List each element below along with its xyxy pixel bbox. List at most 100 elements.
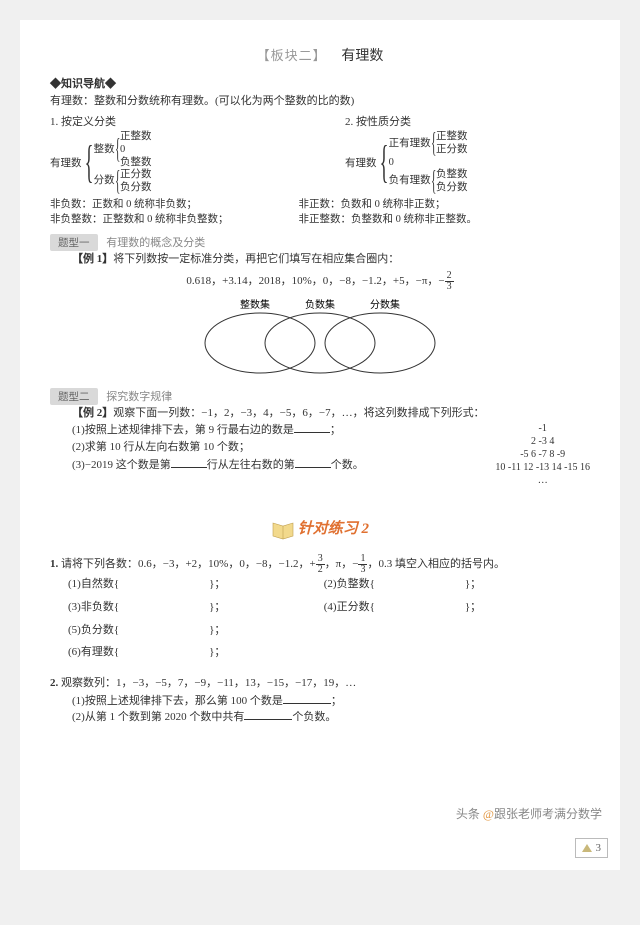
q1-text-b: ，π，− (325, 558, 359, 570)
c1-note1: 非负数：正数和 0 统称非负数； (50, 198, 229, 213)
question-2: 2. 观察数列：1，−3，−5，7，−9，−11，13，−15，−17，19，…… (50, 674, 590, 726)
c2-b3a: 负整数 (436, 169, 468, 182)
ex2-lines: (1)按照上述规律排下去，第 9 行最右边的数是； (2)求第 10 行从左向右… (72, 422, 481, 475)
title-main: 有理数 (341, 49, 383, 64)
type2-title: 探究数字规律 (106, 391, 172, 403)
brace-icon: { (115, 171, 120, 193)
ex2-l2: (2)求第 10 行从左向右数第 10 个数； (72, 439, 481, 457)
ex1-text: 将下列数按一定标准分类，再把它们填写在相应集合圈内： (113, 253, 399, 265)
close-brace: }； (209, 624, 225, 636)
c1-b2: 分数 (94, 175, 115, 188)
q2-text: 观察数列：1，−3，−5，7，−9，−11，13，−15，−17，19，… (61, 677, 356, 689)
wm-at: @ (483, 807, 494, 821)
sequence-triangle: -1 2 -3 4 -5 6 -7 8 -9 10 -11 12 -13 14 … (495, 422, 590, 487)
ex2-label: 【例 2】 (72, 407, 113, 419)
close-brace: }； (209, 578, 225, 590)
q1-text-a: 请将下列各数：0.6，−3，+2，10%，0，−8，−1.2，+ (61, 558, 316, 570)
q2-l1b: ； (331, 695, 342, 707)
triangle-icon (582, 844, 592, 852)
c2-b3b: 负分数 (436, 182, 468, 195)
c2-b1a: 正整数 (436, 131, 468, 144)
venn-label-a: 整数集 (240, 298, 270, 311)
page-number-box: 3 (575, 838, 609, 858)
seq-r1: -1 (495, 422, 590, 435)
q1-text-c: ，0.3 填空入相应的括号内。 (367, 558, 505, 570)
c2-b1b: 正分数 (436, 144, 468, 157)
col1-tree: 有理数 { 整数 { 正整数 0 负整数 分数 { (50, 131, 295, 194)
c2-note2: 非正整数：负整数和 0 统称非正整数。 (299, 213, 478, 228)
c2-b2: 0 (389, 157, 468, 170)
c1-b2a: 正分数 (120, 169, 152, 182)
blank[interactable] (294, 422, 330, 433)
type2-tag: 题型二 (50, 388, 98, 405)
brace-icon: { (431, 133, 436, 155)
watermark: 头条 @跟张老师考满分数学 (456, 805, 602, 822)
brace-icon: { (431, 171, 436, 193)
type2-section: 题型二 探究数字规律 【例 2】观察下面一列数：−1，2，−3，4，−5，6，−… (50, 388, 590, 487)
col1-title: 1. 按定义分类 (50, 113, 295, 129)
ex1-nums-a: 0.618，+3.14，2018，10%，0，−8，−1.2，+5，−π，− (186, 275, 444, 287)
classify-col-1: 1. 按定义分类 有理数 { 整数 { 正整数 0 负整数 分 (50, 113, 295, 194)
nav-heading: ◆知识导航◆ (50, 75, 590, 91)
seq-r5: … (495, 474, 590, 487)
close-brace: }； (209, 601, 225, 613)
close-brace: }； (209, 646, 225, 658)
ex1-numbers: 0.618，+3.14，2018，10%，0，−8，−1.2，+5，−π，−23 (50, 271, 590, 292)
blank[interactable] (244, 709, 292, 720)
ex2-l3a: (3)−2019 这个数是第 (72, 459, 171, 471)
col2-title: 2. 按性质分类 (345, 113, 590, 129)
q2-l1a: (1)按照上述规律排下去，那么第 100 个数是 (72, 695, 283, 707)
page: 【板块二】 有理数 ◆知识导航◆ 有理数：整数和分数统称有理数。(可以化为两个整… (20, 20, 620, 870)
question-1: 1. 请将下列各数：0.6，−3，+2，10%，0，−8，−1.2，+32，π，… (50, 554, 590, 666)
frac-3-2: 32 (316, 554, 325, 575)
q1-o6: (6)有理数{ (68, 646, 119, 658)
practice-banner: 针对练习 2 (50, 517, 590, 540)
q2-l2a: (2)从第 1 个数到第 2020 个数中共有 (72, 711, 244, 723)
brace-icon: { (115, 139, 120, 161)
q2-l2b: 个负数。 (292, 711, 336, 723)
wm-name: 跟张老师考满分数学 (494, 807, 602, 821)
c1-b1: 整数 (94, 144, 115, 157)
ex2-text: 观察下面一列数：−1，2，−3，4，−5，6，−7，…，将这列数排成下列形式： (113, 407, 484, 419)
col2-tree: 有理数 { 正有理数 { 正整数 正分数 0 负有理数 { (345, 131, 590, 194)
c2-b1: 正有理数 (389, 138, 431, 151)
brace-icon: { (379, 144, 388, 181)
classify-col-2: 2. 按性质分类 有理数 { 正有理数 { 正整数 正分数 0 负有理 (345, 113, 590, 194)
q1-o1: (1)自然数{ (68, 578, 119, 590)
q2-num: 2. (50, 677, 58, 689)
c2-note1: 非正数：负数和 0 统称非正数； (299, 198, 478, 213)
c2-b3: 负有理数 (389, 175, 431, 188)
blank[interactable] (283, 693, 331, 704)
q1-num: 1. (50, 558, 58, 570)
venn-label-c: 分数集 (370, 298, 400, 311)
col1-root: 有理数 (50, 155, 84, 170)
ex2-l1: (1)按照上述规律排下去，第 9 行最右边的数是 (72, 424, 294, 436)
q1-o2: (2)负整数{ (324, 578, 375, 590)
seq-r2: 2 -3 4 (495, 435, 590, 448)
c1-b2b: 负分数 (120, 182, 152, 195)
brace-icon: { (84, 144, 93, 181)
venn-label-b: 负数集 (305, 298, 335, 311)
page-title-row: 【板块二】 有理数 (50, 45, 590, 65)
type1-section: 题型一 有理数的概念及分类 【例 1】将下列数按一定标准分类，再把它们填写在相应… (50, 234, 590, 379)
close-brace: }； (465, 578, 481, 590)
definition: 有理数：整数和分数统称有理数。(可以化为两个整数的比的数) (50, 94, 590, 109)
page-number: 3 (596, 842, 602, 854)
type1-tag: 题型一 (50, 234, 98, 251)
blank[interactable] (171, 457, 207, 468)
seq-r4: 10 -11 12 -13 14 -15 16 (495, 461, 590, 474)
wm-src: 头条 (456, 807, 483, 821)
q1-o4: (4)正分数{ (324, 601, 375, 613)
ex2-l3c: 个数。 (331, 459, 364, 471)
q1-o5: (5)负分数{ (68, 624, 119, 636)
frac-2-3: 23 (445, 271, 454, 292)
notes-row: 非负数：正数和 0 统称非负数； 非负整数：正整数和 0 统称非负整数； 非正数… (50, 198, 590, 227)
classification-row: 1. 按定义分类 有理数 { 整数 { 正整数 0 负整数 分 (50, 113, 590, 194)
ex2-l3b: 行从左往右数的第 (207, 459, 295, 471)
c1-b1c: 负整数 (120, 157, 152, 170)
ex1-label: 【例 1】 (72, 253, 113, 265)
title-prefix: 【板块二】 (257, 48, 327, 63)
close-brace: }； (465, 601, 481, 613)
blank[interactable] (295, 457, 331, 468)
book-icon (271, 520, 295, 540)
